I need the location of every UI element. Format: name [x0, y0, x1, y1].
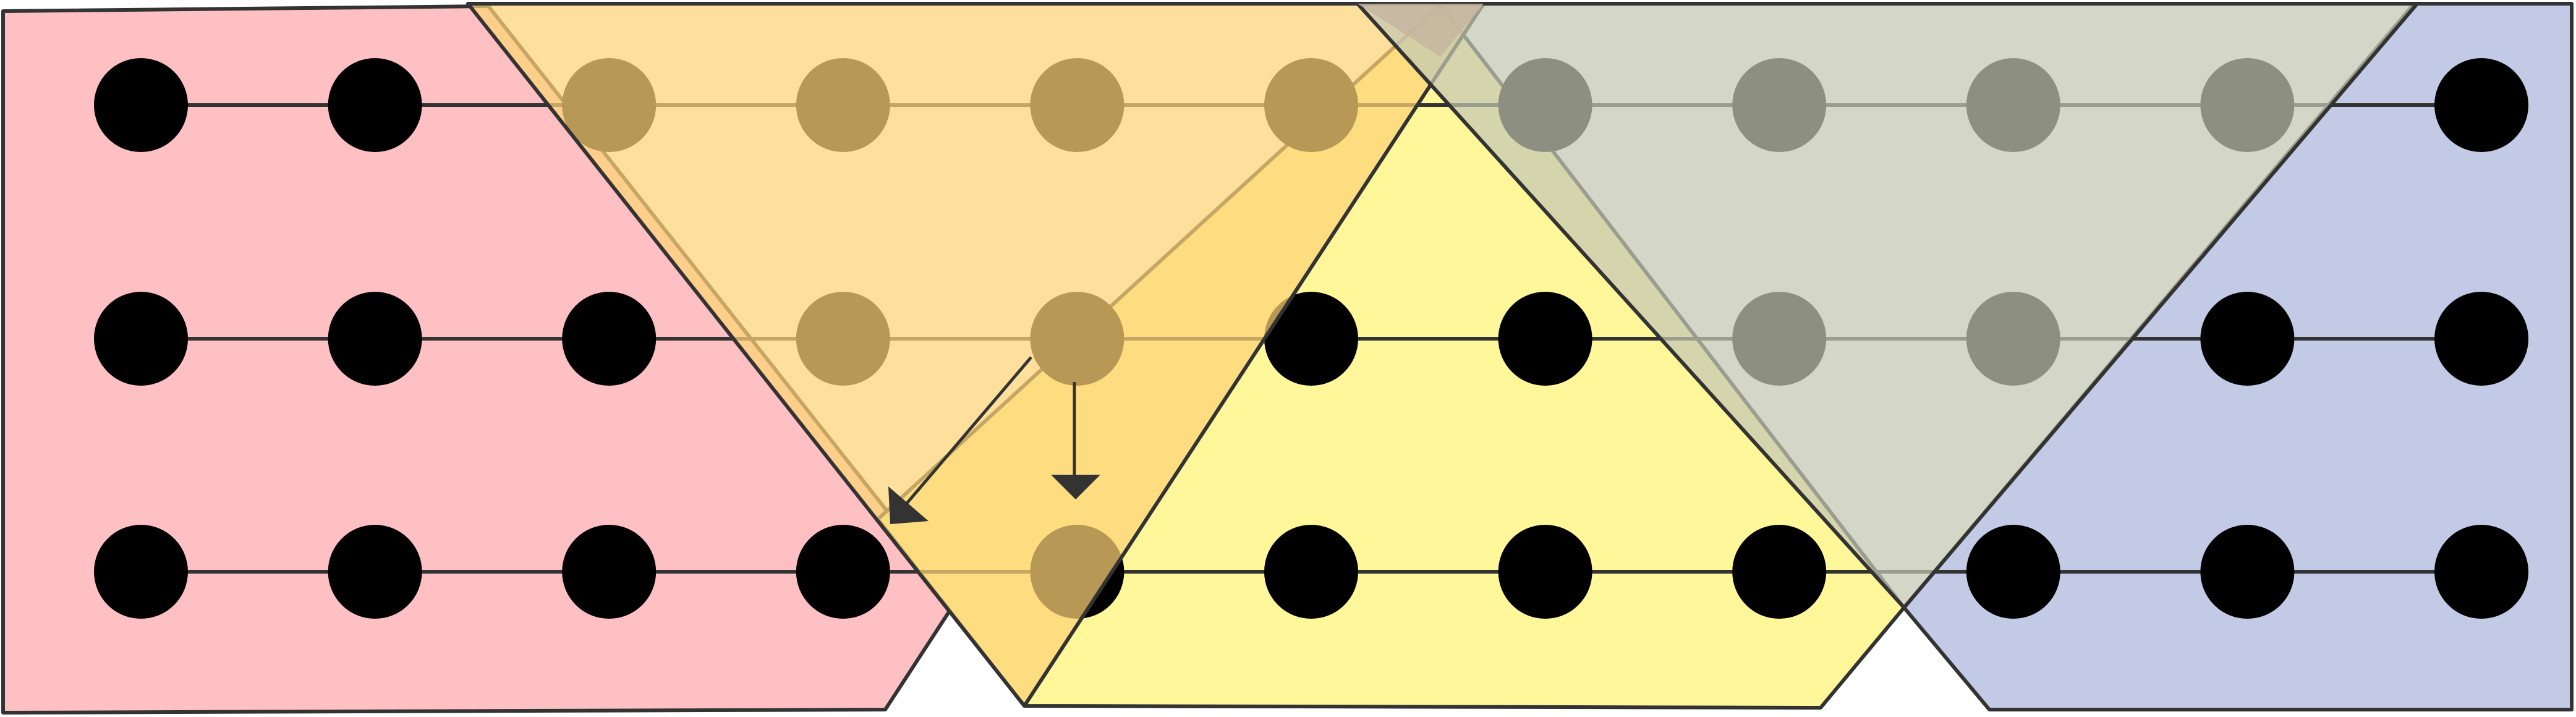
node-r2-c11	[2434, 292, 2528, 386]
region-red	[1, 4, 959, 715]
node-r2-c3	[562, 292, 657, 386]
node-r3-c6	[1264, 525, 1358, 619]
node-r3-c1	[94, 525, 188, 619]
region-orange	[466, 2, 1486, 708]
node-r3-c9	[1966, 525, 2060, 619]
arrow-diag-head	[888, 486, 929, 524]
node-r3-c7	[1498, 525, 1592, 619]
arrows	[888, 356, 1100, 524]
node-r2-c1	[94, 292, 188, 386]
region-gray	[1356, 2, 2419, 609]
node-r1-c1	[94, 58, 188, 152]
node-r3-c2	[328, 525, 422, 619]
region-brown-overlap	[1358, 4, 1484, 57]
node-r1-c11	[2434, 58, 2528, 152]
arrow-down-head	[1051, 475, 1100, 499]
node-r3-c8	[1732, 525, 1827, 619]
node-r2-c7	[1498, 292, 1592, 386]
node-r2-c2	[328, 292, 422, 386]
node-r3-c4	[796, 525, 890, 619]
node-r3-c3	[562, 525, 657, 619]
node-r3-c10	[2200, 525, 2295, 619]
node-r2-c10	[2200, 292, 2295, 386]
node-r1-c2	[328, 58, 422, 152]
node-r2-c6	[1264, 292, 1358, 386]
node-r3-c11	[2434, 525, 2528, 619]
arrow-diag-line	[903, 356, 1032, 508]
